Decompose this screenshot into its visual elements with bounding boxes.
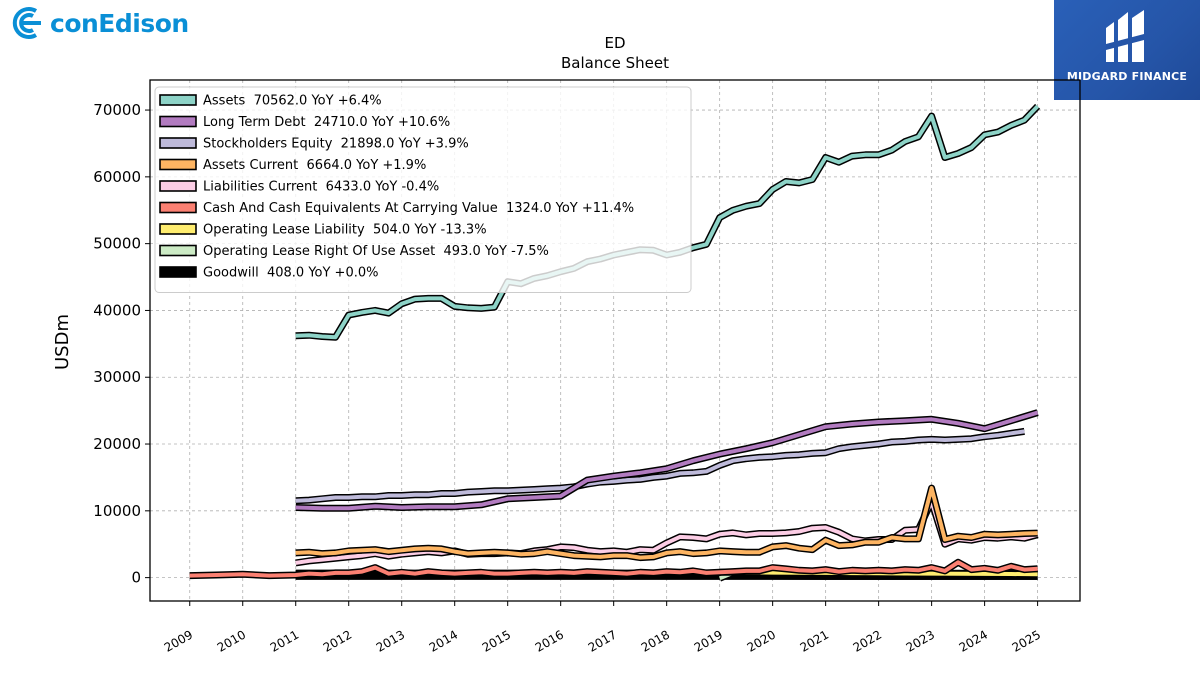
series-line (295, 486, 1038, 560)
x-tick-label: 2011 (268, 627, 301, 654)
brand-name: conEdison (50, 8, 189, 38)
legend-box (154, 86, 692, 293)
y-tick-label: 70000 (93, 101, 141, 119)
x-tick-label: 2020 (745, 627, 778, 654)
legend-swatch (159, 180, 197, 192)
legend-swatch (159, 158, 197, 171)
y-tick-label: 20000 (93, 435, 141, 453)
y-tick-label: 60000 (93, 168, 141, 186)
x-tick-label: 2024 (957, 627, 990, 654)
series-liabilities-current (295, 498, 1039, 567)
legend-label: Goodwill 408.0 YoY +0.0% (203, 266, 378, 281)
con-edison-logo-icon (12, 7, 41, 39)
legend: Assets 70562.0 YoY +6.4% Long Term Debt 2… (154, 86, 692, 293)
chart-title: ED (604, 34, 625, 52)
legend-label: Long Term Debt 24710.0 YoY +10.6% (203, 115, 450, 130)
legend-swatch (159, 201, 197, 214)
legend-swatch (159, 244, 197, 257)
badge-name: MIDGARD FINANCE (1066, 70, 1188, 83)
legend-label: Assets Current 6664.0 YoY +1.9% (203, 158, 426, 173)
legend-label: Operating Lease Right Of Use Asset 493.0… (203, 244, 549, 259)
x-tick-label: 2022 (851, 627, 884, 654)
legend-swatch (159, 137, 197, 149)
chart-subtitle: Balance Sheet (561, 54, 669, 72)
y-tick-label: 50000 (93, 235, 141, 253)
legend-label: Assets 70562.0 YoY +6.4% (203, 94, 382, 109)
midgard-badge: MIDGARD FINANCE (1054, 0, 1200, 100)
x-tick-label: 2018 (639, 627, 672, 654)
y-axis-label: USDm (52, 314, 73, 370)
brand-logo: conEdison (6, 5, 189, 41)
legend-swatch (159, 266, 197, 278)
legend-label: Operating Lease Liability 504.0 YoY -13.… (203, 223, 487, 238)
x-tick-label: 2023 (904, 627, 937, 654)
legend-label: Cash And Cash Equivalents At Carrying Va… (203, 201, 634, 216)
x-tick-label: 2009 (162, 627, 195, 654)
series-line (295, 429, 1025, 503)
y-tick-label: 0 (131, 569, 141, 587)
series-line (295, 410, 1039, 511)
legend-label: Stockholders Equity 21898.0 YoY +3.9% (203, 137, 469, 152)
series-line (295, 499, 1039, 565)
y-tick-label: 40000 (93, 301, 141, 319)
x-tick-label: 2016 (533, 627, 566, 654)
series-stockholders-equity (295, 427, 1025, 505)
midgard-logo-icon (1106, 10, 1144, 62)
x-tick-label: 2014 (427, 627, 460, 654)
x-tick-label: 2017 (586, 627, 619, 654)
legend-swatch (159, 94, 197, 106)
x-tick-label: 2015 (480, 627, 513, 654)
legend-swatch (159, 115, 197, 128)
y-tick-label: 10000 (93, 502, 141, 520)
x-tick-label: 2010 (215, 627, 248, 654)
x-tick-label: 2012 (321, 627, 354, 654)
x-tick-label: 2025 (1010, 627, 1043, 654)
x-tick-label: 2019 (692, 627, 725, 654)
plot-frame (149, 79, 1081, 602)
series-cash-and-cash-equivalents-at-carrying-value (189, 558, 1038, 580)
x-tick-label: 2021 (798, 627, 831, 654)
x-tick-label: 2013 (374, 627, 407, 654)
legend-swatch (159, 223, 197, 235)
series-assets-current (295, 484, 1038, 562)
series-line (189, 560, 1038, 578)
series-long-term-debt (295, 409, 1039, 512)
y-tick-label: 30000 (93, 368, 141, 386)
legend-label: Liabilities Current 6433.0 YoY -0.4% (203, 180, 439, 195)
